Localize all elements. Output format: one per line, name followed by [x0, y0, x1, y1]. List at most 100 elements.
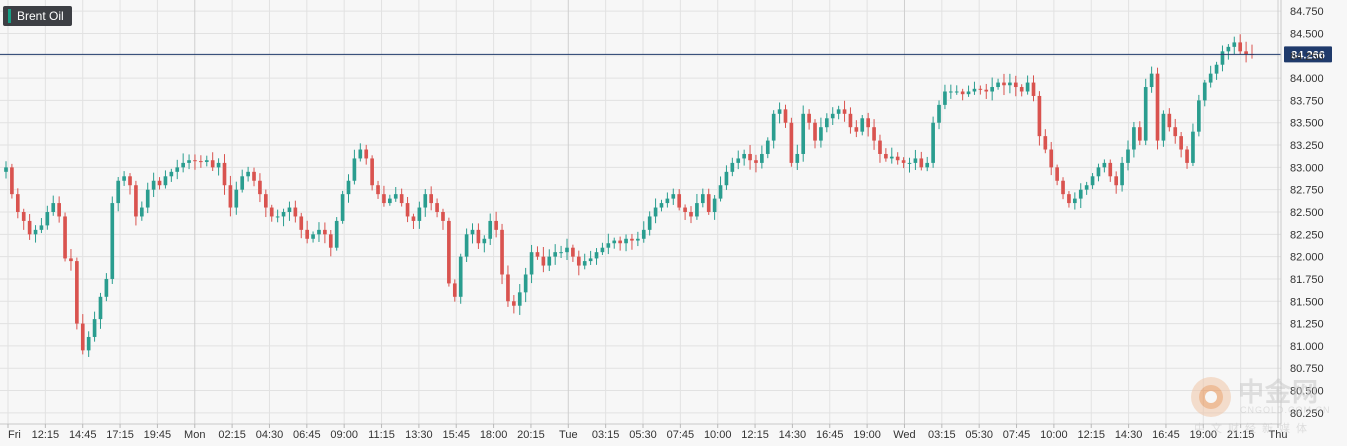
- y-axis: 84.750 84.500 84.250 84.000 83.750 83.500 83.2…: [1280, 0, 1324, 424]
- candle-body: [606, 243, 611, 248]
- candle-body: [1208, 73, 1213, 83]
- candle-body: [181, 162, 185, 168]
- candle-body: [163, 176, 168, 186]
- candle-body: [565, 247, 569, 253]
- candle-body: [263, 194, 268, 208]
- candle-body: [317, 229, 321, 235]
- candle-body: [949, 91, 953, 93]
- candle-body: [482, 238, 487, 244]
- candle-body: [1019, 87, 1024, 92]
- candle-body: [399, 194, 404, 204]
- candle-body: [641, 229, 646, 239]
- y-tick-label: 84.750: [1290, 6, 1324, 18]
- candle-body: [889, 156, 894, 159]
- candle-body: [1096, 167, 1101, 177]
- current-price-label: 84.266: [1291, 49, 1325, 61]
- candle-body: [376, 185, 380, 195]
- candle-body: [1055, 167, 1059, 181]
- candle-body: [423, 194, 428, 208]
- candle-body: [240, 176, 245, 190]
- candle-body: [1108, 162, 1113, 177]
- candle-body: [1102, 162, 1107, 168]
- candle-body: [187, 160, 191, 163]
- candle-body: [1084, 185, 1089, 190]
- candle-body: [1197, 100, 1201, 132]
- candle-body: [458, 256, 463, 297]
- candles: [4, 34, 1254, 357]
- x-tick-label: 21:15: [1227, 429, 1255, 441]
- y-tick-label: 81.750: [1290, 274, 1324, 286]
- candle-body: [506, 274, 510, 302]
- candle-body: [730, 162, 735, 172]
- candle-body: [293, 207, 298, 217]
- candle-body: [588, 258, 593, 262]
- candle-body: [151, 180, 156, 190]
- candle-body: [1161, 113, 1166, 141]
- candle-body: [618, 240, 622, 244]
- watermark-logo: 中金网 CNGOLD.COM.CN 中文财经新媒体: [1186, 372, 1336, 435]
- x-tick-label: 16:45: [816, 429, 844, 441]
- candle-body: [441, 212, 445, 221]
- series-badge[interactable]: Brent Oil: [3, 6, 72, 26]
- candle-body: [919, 158, 924, 168]
- candle-body: [665, 198, 670, 204]
- candle-body: [884, 153, 888, 159]
- x-tick-label: 04:30: [256, 429, 284, 441]
- candle-body: [328, 234, 333, 248]
- series-color-marker: [8, 9, 11, 23]
- candle-body: [86, 336, 91, 351]
- candle-body: [69, 258, 73, 262]
- candle-body: [1126, 149, 1130, 163]
- candle-body: [63, 216, 67, 259]
- x-tick-label: 06:45: [293, 429, 321, 441]
- candle-body: [712, 198, 717, 212]
- candle-body: [1202, 82, 1207, 101]
- candle-body: [80, 323, 85, 351]
- candle-body: [1214, 64, 1219, 74]
- candle-body: [411, 216, 416, 221]
- candle-body: [795, 153, 800, 163]
- x-tick-label: Thu: [1269, 429, 1288, 441]
- candle-body: [824, 118, 829, 128]
- candle-body: [848, 113, 853, 128]
- candle-body: [311, 234, 315, 239]
- candle-body: [636, 238, 640, 241]
- candle-body: [352, 158, 357, 181]
- candle-body: [1043, 136, 1048, 150]
- candle-body: [110, 203, 115, 279]
- candle-body: [990, 87, 995, 92]
- x-tick-label: Tue: [559, 429, 578, 441]
- candle-body: [553, 252, 558, 257]
- candle-body: [630, 238, 634, 241]
- candle-body: [57, 203, 61, 217]
- candle-body: [559, 252, 563, 254]
- x-tick-label: Wed: [893, 429, 915, 441]
- y-tick-label: 84.250: [1290, 51, 1324, 63]
- candle-body: [323, 229, 327, 235]
- candle-body: [594, 252, 599, 259]
- watermark-sub: CNGOLD.COM.CN: [1240, 405, 1331, 415]
- candle-body: [765, 140, 770, 154]
- x-tick-label: 14:30: [779, 429, 807, 441]
- candle-body: [104, 278, 109, 297]
- candle-body: [287, 207, 292, 212]
- candle-body: [1078, 189, 1083, 199]
- watermark-name: 中金网: [1238, 378, 1320, 408]
- candle-body: [1132, 127, 1136, 150]
- y-tick-label: 82.500: [1290, 207, 1324, 219]
- candle-body: [535, 252, 540, 257]
- candle-body: [878, 140, 882, 154]
- candle-body: [1226, 46, 1231, 52]
- candle-body: [4, 167, 8, 172]
- x-tick-label: 09:00: [330, 429, 358, 441]
- candle-body: [901, 160, 906, 163]
- x-tick-label: Fri: [8, 429, 21, 441]
- candle-body: [51, 203, 56, 212]
- grid: [0, 0, 1281, 424]
- candle-body: [576, 256, 581, 266]
- candle-body: [813, 122, 817, 141]
- watermark-emblem-icon: [1191, 377, 1231, 417]
- candle-body: [895, 156, 900, 161]
- candle-body: [15, 194, 20, 212]
